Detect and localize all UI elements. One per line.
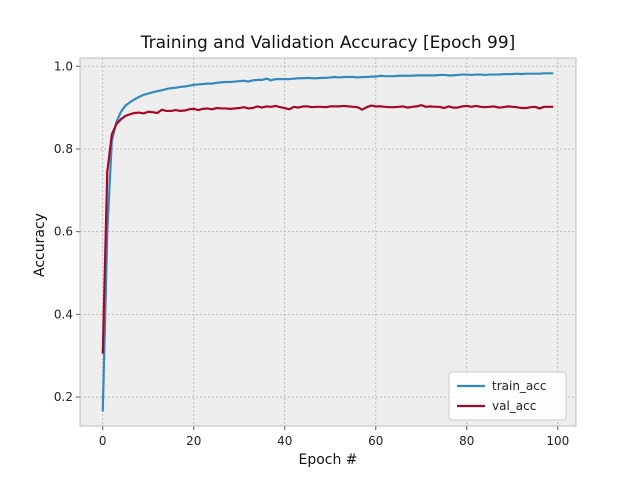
x-tick-label: 60 [368, 434, 383, 448]
y-tick-label: 1.0 [54, 59, 73, 73]
grid [80, 58, 576, 426]
x-tick-label: 40 [277, 434, 292, 448]
legend-label: train_acc [492, 379, 546, 393]
y-tick-label: 0.4 [54, 307, 73, 321]
x-axis-label: Epoch # [298, 452, 357, 468]
y-axis-label: Accuracy [32, 213, 48, 277]
y-tick-label: 0.2 [54, 390, 73, 404]
y-tick-label: 0.8 [54, 142, 73, 156]
series-line-val-acc [101, 104, 554, 354]
x-tick-label: 20 [186, 434, 201, 448]
x-axis: 0 20 40 60 80 100 [99, 426, 569, 448]
chart-title: Training and Validation Accuracy [Epoch … [140, 33, 516, 53]
x-tick-label: 80 [459, 434, 474, 448]
legend: train_acc val_acc [448, 371, 567, 421]
series-line-train-acc [101, 72, 554, 412]
plot-frame [79, 57, 577, 427]
legend-label: val_acc [492, 399, 536, 413]
series-layer [101, 72, 554, 412]
y-axis: 0.2 0.4 0.6 0.8 1.0 [54, 59, 80, 404]
x-tick-label: 0 [99, 434, 107, 448]
y-tick-label: 0.6 [54, 225, 73, 239]
x-tick-label: 100 [546, 434, 569, 448]
legend-box [448, 371, 567, 421]
plot-area [80, 58, 576, 426]
